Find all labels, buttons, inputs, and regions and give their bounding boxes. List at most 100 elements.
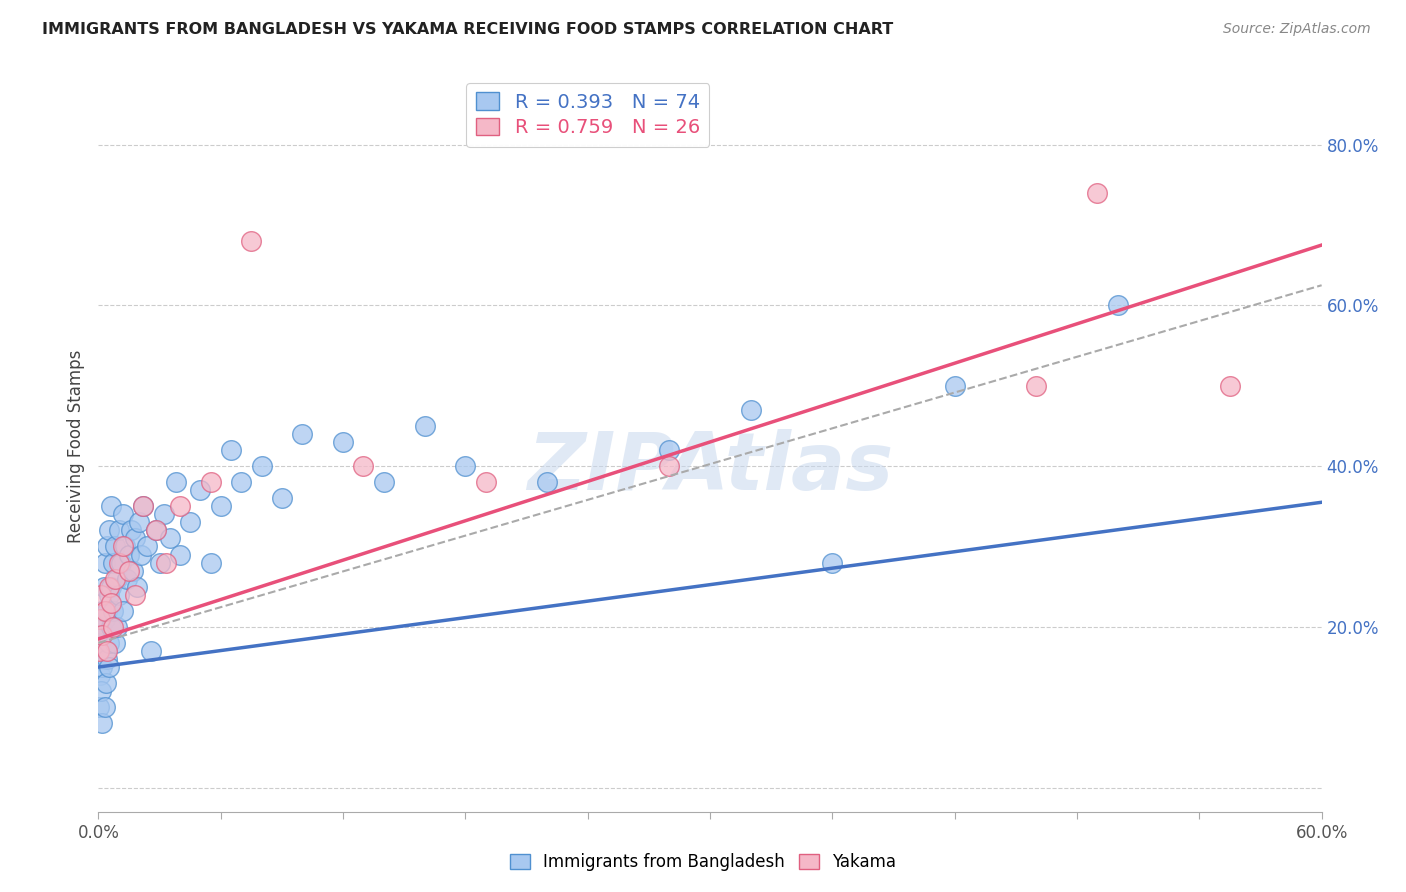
Point [100, 580, 122, 594]
Point [145, 524, 167, 538]
Point [118, 548, 141, 562]
Point [94, 676, 117, 690]
Point [89, 652, 111, 666]
Point [231, 475, 253, 490]
Point [454, 459, 477, 474]
Point [97, 524, 120, 538]
Point [91, 628, 114, 642]
Point [100, 620, 122, 634]
Point [97, 580, 120, 594]
Point [91, 660, 114, 674]
Point [250, 459, 273, 474]
Point [108, 524, 131, 538]
Point [114, 540, 136, 554]
Point [97, 660, 120, 674]
Point [93, 580, 115, 594]
Point [332, 434, 354, 449]
Point [136, 540, 159, 554]
Point [169, 500, 191, 514]
Point [89, 700, 111, 714]
Point [90, 620, 112, 634]
Point [90, 588, 112, 602]
Point [90, 684, 112, 698]
Point [821, 556, 844, 570]
Point [101, 556, 124, 570]
Point [352, 459, 374, 474]
Point [96, 604, 118, 618]
Point [1025, 378, 1047, 392]
Point [219, 443, 242, 458]
Point [122, 564, 145, 578]
Point [89, 636, 111, 650]
Point [128, 516, 150, 530]
Point [200, 475, 222, 490]
Point [101, 620, 124, 634]
Point [141, 644, 163, 658]
Point [270, 491, 294, 506]
Point [413, 418, 436, 433]
Point [1085, 186, 1108, 200]
Point [165, 475, 187, 490]
Point [104, 572, 127, 586]
Point [93, 556, 115, 570]
Point [127, 580, 149, 594]
Point [96, 540, 118, 554]
Point [108, 556, 131, 570]
Point [169, 548, 191, 562]
Legend: Immigrants from Bangladesh, Yakama: Immigrants from Bangladesh, Yakama [502, 845, 904, 880]
Text: Source: ZipAtlas.com: Source: ZipAtlas.com [1223, 22, 1371, 37]
Point [96, 644, 118, 658]
Point [474, 475, 498, 490]
Point [115, 572, 138, 586]
Point [132, 500, 155, 514]
Point [159, 532, 181, 546]
Point [124, 588, 146, 602]
Point [93, 604, 115, 618]
Point [129, 548, 152, 562]
Point [104, 636, 127, 650]
Point [124, 532, 146, 546]
Point [108, 588, 131, 602]
Point [89, 644, 111, 658]
Point [1107, 298, 1129, 312]
Y-axis label: Receiving Food Stamps: Receiving Food Stamps [66, 350, 84, 542]
Point [104, 540, 127, 554]
Point [111, 540, 134, 554]
Point [111, 604, 134, 618]
Point [105, 620, 128, 634]
Point [658, 459, 681, 474]
Point [93, 644, 115, 658]
Point [536, 475, 558, 490]
Point [105, 572, 128, 586]
Point [209, 500, 232, 514]
Point [100, 596, 122, 610]
Point [110, 556, 132, 570]
Point [120, 524, 142, 538]
Point [149, 556, 172, 570]
Text: ZIPAtlas: ZIPAtlas [527, 429, 893, 507]
Point [179, 516, 201, 530]
Point [373, 475, 395, 490]
Point [97, 636, 120, 650]
Point [1219, 378, 1241, 392]
Point [96, 652, 118, 666]
Point [89, 668, 111, 682]
Point [943, 378, 966, 392]
Point [240, 234, 263, 248]
Point [91, 716, 114, 731]
Point [118, 564, 141, 578]
Point [93, 612, 115, 626]
Point [152, 508, 174, 522]
Point [145, 524, 167, 538]
Point [658, 443, 681, 458]
Point [101, 604, 124, 618]
Point [111, 508, 134, 522]
Point [97, 588, 120, 602]
Point [89, 612, 111, 626]
Point [188, 483, 212, 498]
Text: IMMIGRANTS FROM BANGLADESH VS YAKAMA RECEIVING FOOD STAMPS CORRELATION CHART: IMMIGRANTS FROM BANGLADESH VS YAKAMA REC… [42, 22, 893, 37]
Point [100, 500, 122, 514]
Point [91, 628, 114, 642]
Point [93, 700, 115, 714]
Legend: R = 0.393   N = 74, R = 0.759   N = 26: R = 0.393 N = 74, R = 0.759 N = 26 [465, 83, 710, 146]
